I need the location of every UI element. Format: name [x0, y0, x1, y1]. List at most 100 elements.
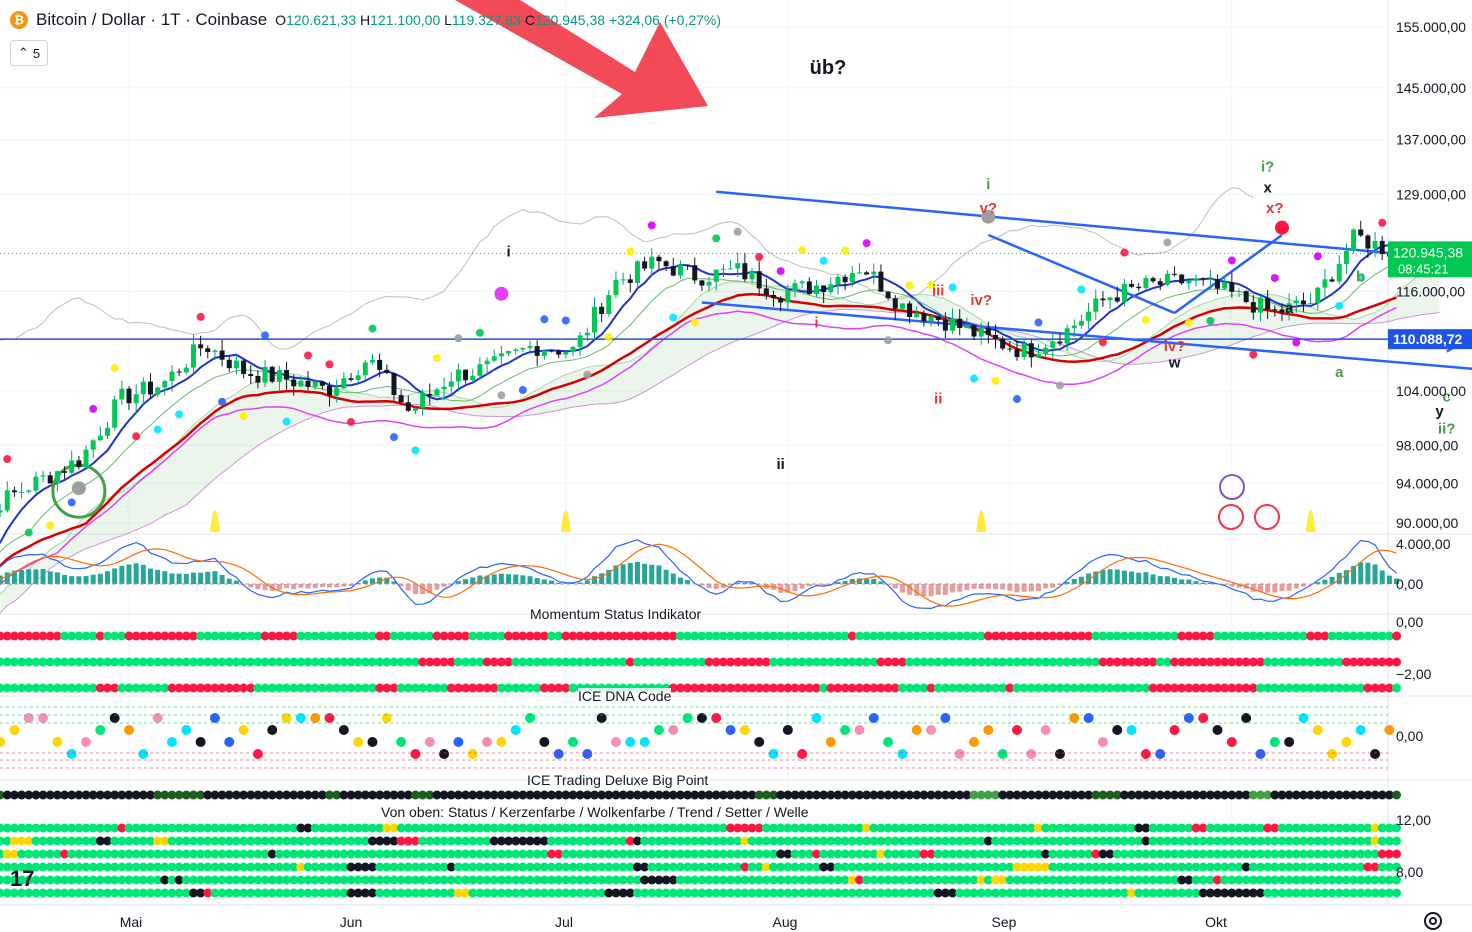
status-dot — [325, 790, 335, 800]
status-dot — [1377, 888, 1387, 898]
candle-body — [728, 268, 734, 270]
status-dot — [425, 888, 435, 898]
status-dot — [919, 875, 929, 885]
status-dot — [840, 631, 850, 641]
status-dot — [110, 631, 120, 641]
status-dot — [1105, 849, 1115, 859]
status-dot — [153, 862, 163, 872]
status-dot — [554, 888, 564, 898]
status-dot — [339, 631, 349, 641]
status-dot — [1320, 657, 1330, 667]
status-dot — [926, 823, 936, 833]
signal-dot — [454, 334, 463, 343]
status-dot — [1341, 823, 1351, 833]
status-dot — [561, 875, 571, 885]
status-dot — [1055, 631, 1065, 641]
gear-icon[interactable] — [1424, 912, 1442, 930]
symbol-header[interactable]: ₿ Bitcoin / Dollar · 1T · Coinbase O120.… — [10, 10, 721, 30]
dna-dot — [825, 737, 836, 747]
status-dot — [1341, 790, 1351, 800]
candle-body — [1236, 291, 1242, 293]
status-dot — [905, 875, 915, 885]
status-dot — [905, 631, 915, 641]
dna-dot — [1384, 725, 1395, 735]
status-dot — [804, 836, 814, 846]
status-dot — [525, 862, 535, 872]
status-dot — [912, 790, 922, 800]
status-dot — [167, 657, 177, 667]
status-dot — [382, 888, 392, 898]
status-dot — [131, 862, 141, 872]
status-dot — [711, 790, 721, 800]
status-dot — [532, 888, 542, 898]
status-dot — [1248, 657, 1258, 667]
status-dot — [174, 657, 184, 667]
status-dot — [231, 836, 241, 846]
status-dot — [81, 849, 91, 859]
macd-histogram-bar — [907, 584, 913, 595]
status-dot — [976, 875, 986, 885]
status-dot — [353, 888, 363, 898]
status-dot — [976, 631, 986, 641]
status-dot — [1119, 836, 1129, 846]
status-dot — [1220, 631, 1230, 641]
status-dot — [647, 862, 657, 872]
status-dot — [962, 836, 972, 846]
symbol-title[interactable]: Bitcoin / Dollar · 1T · Coinbase — [36, 10, 268, 29]
macd-histogram-bar — [412, 584, 418, 595]
wave-label: iv? — [970, 292, 992, 309]
status-dot — [561, 836, 571, 846]
candlesticks — [0, 220, 1400, 517]
status-dot — [1277, 823, 1287, 833]
macd-histogram-bar — [341, 584, 347, 587]
macd-histogram-bar — [914, 584, 920, 596]
macd-histogram-bar — [1164, 576, 1170, 584]
status-dot — [525, 849, 535, 859]
macd-histogram-bar — [899, 584, 905, 593]
dna-dot — [124, 725, 134, 735]
status-dot — [88, 790, 98, 800]
status-dot — [145, 657, 155, 667]
status-dot — [496, 683, 506, 693]
status-dot — [604, 790, 614, 800]
dna-dot — [295, 713, 306, 723]
status-dot — [718, 631, 728, 641]
status-dot — [9, 849, 19, 859]
status-dot — [998, 823, 1008, 833]
dna-pane-title: ICE DNA Code — [578, 688, 672, 704]
dna-dot — [725, 725, 736, 735]
status-dot — [138, 836, 148, 846]
candle-body — [398, 395, 404, 403]
macd-histogram-bar — [434, 584, 440, 590]
status-dot — [1248, 875, 1258, 885]
status-dot — [410, 657, 420, 667]
status-dot — [1370, 875, 1380, 885]
status-dot — [1248, 888, 1258, 898]
status-dot — [618, 875, 628, 885]
status-dot — [604, 823, 614, 833]
status-dot — [869, 862, 879, 872]
status-dot — [1119, 875, 1129, 885]
status-dot — [1041, 875, 1051, 885]
status-dot — [246, 862, 256, 872]
status-dot — [482, 657, 492, 667]
status-dot — [1062, 823, 1072, 833]
status-dot — [919, 631, 929, 641]
status-dot — [1069, 657, 1079, 667]
candle-body — [54, 471, 60, 484]
status-dot — [1356, 631, 1366, 641]
status-dot — [640, 836, 650, 846]
wave-label: w — [1168, 355, 1181, 372]
status-dot — [410, 683, 420, 693]
status-dot — [461, 836, 471, 846]
indicator-toggle-button[interactable]: ⌃ 5 — [10, 40, 48, 66]
candle-body — [1243, 291, 1249, 303]
status-dot — [983, 683, 993, 693]
signal-dot — [647, 221, 656, 230]
status-dot — [239, 849, 249, 859]
status-dot — [582, 849, 592, 859]
status-dot — [539, 875, 549, 885]
macd-histogram-bar — [1207, 583, 1213, 584]
status-dot — [1248, 836, 1258, 846]
status-dot — [804, 823, 814, 833]
